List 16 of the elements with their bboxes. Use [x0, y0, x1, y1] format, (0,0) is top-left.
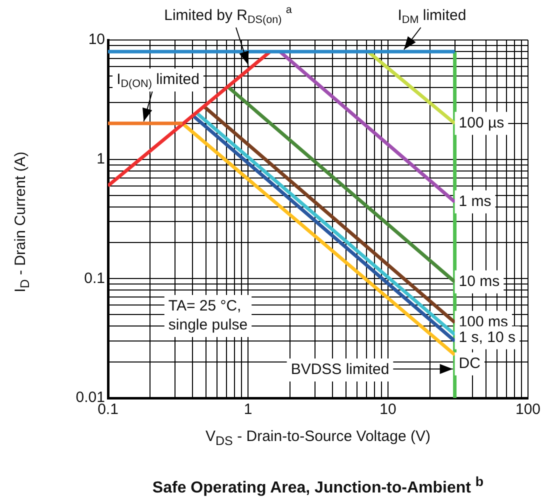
series-label: 100 µs [458, 114, 504, 132]
y-tick-label: 10 [88, 31, 105, 48]
x-tick-label: 1 [244, 401, 252, 418]
annotation: 1 s, 10 s [458, 328, 516, 346]
y-tick-label: 0.1 [84, 270, 105, 287]
x-tick-label: 10 [380, 401, 396, 418]
x-axis-title: V$_{DS}$ - Drain-to-Source Voltage (V) [206, 428, 430, 448]
y-tick-label: 1 [96, 150, 105, 168]
annotation: BVDSS limited [290, 361, 390, 378]
annotation: TA= 25 °C, single pulse [168, 298, 248, 334]
x-tick-label: 100 [515, 401, 541, 418]
series-label: 100 ms [458, 314, 508, 331]
text: Safe Operating Area, Junction-to-Ambient $^{b}$ [152, 474, 484, 498]
series-label: 10 ms [458, 273, 500, 290]
series-label: DC [458, 354, 481, 372]
series-label: 1 ms [458, 193, 492, 210]
